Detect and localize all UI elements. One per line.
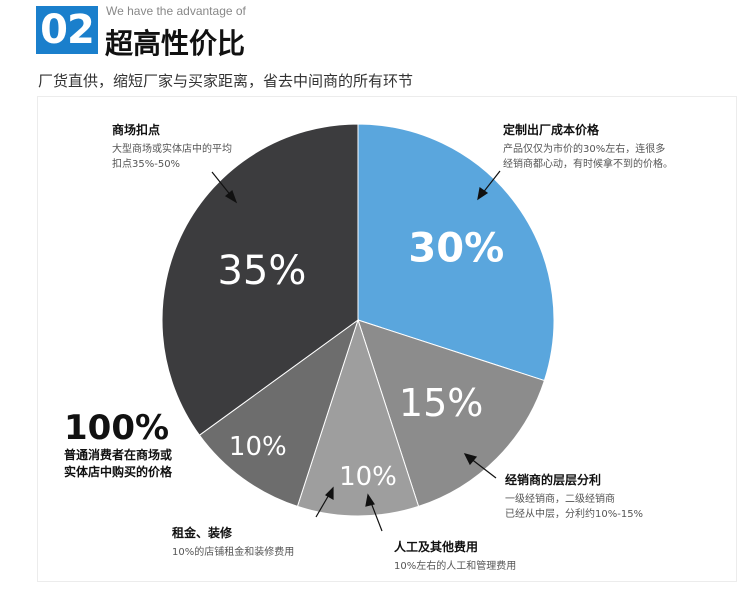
pie-slice-1 [357, 319, 546, 508]
consumer-price-line1: 普通消费者在商场或 [64, 448, 173, 462]
annotation-dealer-layers-line2: 已经从中层，分利约10%-15% [505, 509, 644, 520]
pointer-dealer-layers [469, 457, 497, 479]
annotation-dealer-layers-title: 经销商的层层分利 [505, 473, 602, 487]
annotation-retail-margin-line2: 扣点35%-50% [112, 159, 181, 170]
pointer-labor-arrow [365, 493, 375, 507]
pointer-retail-margin [211, 171, 233, 198]
annotation-factory-cost: 定制出厂成本价格 产品仅仅为市价的30%左右，连很多 经销商都心动，有时候拿不到… [503, 121, 673, 172]
pie-slice-label-4: 35% [217, 248, 306, 294]
annotation-factory-cost-title: 定制出厂成本价格 [503, 123, 600, 137]
consumer-price-line2: 实体店中购买的价格 [64, 465, 173, 479]
section-title: 超高性价比 [105, 27, 246, 60]
pie-slice-0 [357, 123, 555, 382]
section-number-badge: 02 [36, 6, 98, 54]
pointer-factory-cost [481, 170, 501, 195]
pointer-factory-cost-arrow [477, 186, 489, 201]
annotation-factory-cost-line2: 经销商都心动，有时候拿不到的价格。 [503, 159, 673, 170]
pie-slice-3 [198, 318, 359, 508]
pie-slice-label-1: 15% [399, 381, 483, 425]
pie-slice-label-2: 10% [339, 462, 397, 492]
annotation-factory-cost-line1: 产品仅仅为市价的30%左右，连很多 [503, 144, 666, 155]
annotation-retail-margin-title: 商场扣点 [112, 123, 161, 137]
pie-slice-label-3: 10% [229, 432, 287, 462]
header: 02 We have the advantage of 超高性价比 厂货直供，缩… [0, 0, 750, 110]
annotation-labor-desc: 10%左右的人工和管理费用 [394, 561, 517, 572]
pointer-labor [369, 499, 383, 532]
section-subtitle-en: We have the advantage of [106, 4, 246, 18]
pie-slice-4 [161, 123, 359, 436]
annotation-dealer-layers-line1: 一级经销商，二级经销商 [505, 494, 615, 505]
consumer-price-value: 100% [64, 408, 170, 448]
pointer-dealer-layers-arrow [463, 453, 478, 466]
annotation-dealer-layers-desc: 一级经销商，二级经销商 已经从中层，分利约10%-15% [505, 492, 643, 522]
annotation-labor: 人工及其他费用 10%左右的人工和管理费用 [394, 538, 516, 574]
annotation-rent-title: 租金、装修 [172, 526, 233, 540]
pie-slice-label-0: 30% [408, 226, 504, 272]
section-tagline: 厂货直供，缩短厂家与买家距离，省去中间商的所有环节 [38, 72, 414, 90]
annotation-labor-title: 人工及其他费用 [394, 540, 479, 554]
annotation-retail-margin: 商场扣点 大型商场或实体店中的平均 扣点35%-50% [112, 121, 232, 172]
pointer-rent [315, 492, 331, 518]
pointer-rent-arrow [325, 486, 334, 501]
consumer-price-desc: 普通消费者在商场或 实体店中购买的价格 [64, 447, 172, 481]
pie-slice-2 [296, 318, 420, 517]
annotation-retail-margin-line1: 大型商场或实体店中的平均 [112, 144, 232, 155]
annotation-factory-cost-desc: 产品仅仅为市价的30%左右，连很多 经销商都心动，有时候拿不到的价格。 [503, 142, 673, 172]
annotation-dealer-layers: 经销商的层层分利 一级经销商，二级经销商 已经从中层，分利约10%-15% [505, 471, 643, 522]
pointer-retail-margin-arrow [224, 189, 238, 204]
annotation-rent-desc: 10%的店铺租金和装修费用 [172, 547, 295, 558]
annotation-rent: 租金、装修 10%的店铺租金和装修费用 [172, 524, 294, 560]
annotation-retail-margin-desc: 大型商场或实体店中的平均 扣点35%-50% [112, 142, 232, 172]
